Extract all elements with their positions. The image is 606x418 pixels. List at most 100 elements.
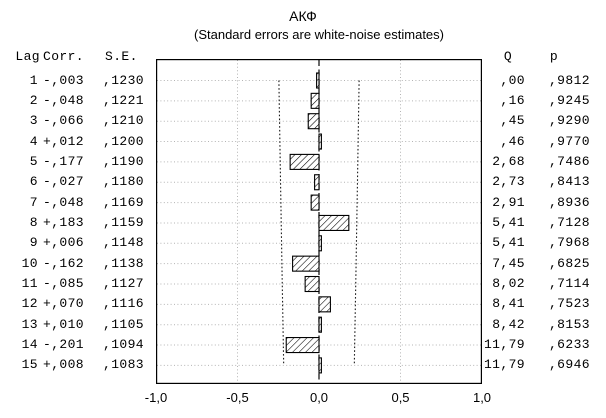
acf-bar-lag-6: [314, 174, 320, 191]
acf-bar-lag-4: [318, 133, 322, 150]
corr-value: +,008: [43, 357, 85, 373]
acf-row-3: 3 -,066 ,1210 ,45 ,9290: [0, 111, 606, 131]
p-value: ,9290: [548, 113, 590, 129]
se-value: ,1105: [103, 316, 145, 332]
acf-row-1: 1 -,003 ,1230 ,00 ,9812: [0, 71, 606, 91]
acf-bar-lag-11: [304, 275, 320, 293]
acf-row-7: 7 -,048 ,1169 2,91 ,8936: [0, 193, 606, 213]
table-header: Lag Corr. S.E. Q p: [0, 0, 606, 90]
se-value: ,1094: [103, 337, 145, 353]
p-value: ,7968: [548, 235, 590, 251]
corr-value: -,048: [43, 194, 85, 210]
q-value: 2,91: [492, 194, 525, 210]
lag-value: 4: [29, 133, 38, 149]
p-value: ,9812: [548, 72, 590, 88]
q-value: ,46: [500, 133, 525, 149]
corr-value: +,006: [43, 235, 85, 251]
lag-value: 1: [29, 72, 38, 88]
lag-value: 5: [29, 153, 38, 169]
acf-plot: [156, 59, 482, 384]
lag-value: 11: [21, 276, 38, 291]
col-header-lag: Lag: [15, 49, 40, 64]
acf-bar-lag-5: [289, 153, 320, 170]
p-value: ,8413: [548, 174, 590, 190]
col-header-se: S.E.: [105, 49, 138, 64]
p-value: ,7114: [548, 276, 590, 291]
q-value: ,16: [500, 92, 525, 108]
lag-value: 2: [29, 92, 38, 108]
corr-value: -,048: [43, 92, 85, 108]
p-value: ,9245: [548, 92, 590, 108]
x-tick-label: -1,0: [144, 390, 168, 405]
acf-bar-lag-2: [310, 92, 320, 109]
q-value: 8,02: [492, 276, 525, 291]
q-value: 2,73: [492, 174, 525, 190]
se-value: ,1230: [103, 72, 145, 88]
se-value: ,1116: [103, 296, 145, 312]
se-value: ,1083: [103, 357, 145, 373]
chart-title: АКФ: [289, 8, 317, 24]
q-value: 11,79: [483, 337, 525, 353]
lag-value: 6: [29, 174, 38, 190]
se-value: ,1200: [103, 133, 145, 149]
se-value: ,1138: [103, 255, 145, 271]
corr-value: -,177: [43, 153, 85, 169]
lag-value: 8: [29, 214, 38, 230]
acf-row-8: 8 +,183 ,1159 5,41 ,7128: [0, 213, 606, 233]
acf-row-6: 6 -,027 ,1180 2,73 ,8413: [0, 172, 606, 192]
acf-row-5: 5 -,177 ,1190 2,68 ,7486: [0, 152, 606, 172]
q-value: 2,68: [492, 153, 525, 169]
col-header-q: Q: [503, 49, 513, 64]
col-header-p: p: [549, 49, 559, 64]
q-value: 11,79: [483, 357, 525, 373]
plot-border: [156, 59, 482, 384]
p-value: ,6825: [548, 255, 590, 271]
acf-row-10: 10 -,162 ,1138 7,45 ,6825: [0, 254, 606, 274]
corr-value: +,010: [43, 316, 85, 332]
corr-value: -,066: [43, 113, 85, 129]
x-tick-label: -0,5: [226, 390, 249, 405]
se-value: ,1148: [103, 235, 145, 251]
q-value: ,00: [500, 72, 525, 88]
p-value: ,6946: [548, 357, 590, 373]
acf-row-15: 15 +,008 ,1083 11,79 ,6946: [0, 355, 606, 375]
corr-value: -,027: [43, 174, 85, 190]
corr-value: +,012: [43, 133, 85, 149]
se-value: ,1180: [103, 174, 145, 190]
se-value: ,1169: [103, 194, 145, 210]
p-value: ,9770: [548, 133, 590, 149]
corr-value: -,003: [43, 72, 85, 88]
corr-value: -,085: [43, 276, 85, 291]
x-tick-label: 1,0: [472, 390, 492, 405]
q-value: 5,41: [492, 235, 525, 251]
p-value: ,8153: [548, 316, 590, 332]
p-value: ,7486: [548, 153, 590, 169]
acf-row-11: 11 -,085 ,1127 8,02 ,7114: [0, 274, 606, 294]
acf-row-4: 4 +,012 ,1200 ,46 ,9770: [0, 132, 606, 152]
acf-row-9: 9 +,006 ,1148 5,41 ,7968: [0, 233, 606, 253]
se-value: ,1210: [103, 113, 145, 129]
se-value: ,1221: [103, 92, 145, 108]
chart-subtitle: (Standard errors are white-noise estimat…: [194, 27, 444, 42]
acf-bar-lag-1: [316, 72, 320, 89]
p-value: ,6233: [548, 337, 590, 353]
x-tick-label: 0,0: [309, 390, 329, 405]
acf-bar-lag-9: [318, 235, 322, 252]
p-value: ,8936: [548, 194, 590, 210]
p-value: ,7523: [548, 296, 590, 312]
se-value: ,1127: [103, 276, 145, 291]
acf-bar-lag-3: [307, 113, 320, 130]
lag-value: 15: [21, 357, 38, 373]
se-value: ,1190: [103, 153, 145, 169]
acf-row-14: 14 -,201 ,1094 11,79 ,6233: [0, 335, 606, 355]
acf-bar-lag-15: [318, 357, 322, 374]
acf-bar-lag-12: [318, 296, 331, 313]
corr-value: +,070: [43, 296, 85, 312]
acf-bar-lag-10: [292, 255, 320, 272]
x-tick-label: 0,5: [391, 390, 410, 405]
acf-bar-lag-13: [318, 316, 322, 333]
col-header-corr: Corr.: [43, 49, 85, 64]
lag-value: 14: [21, 337, 38, 353]
lag-value: 7: [29, 194, 38, 210]
